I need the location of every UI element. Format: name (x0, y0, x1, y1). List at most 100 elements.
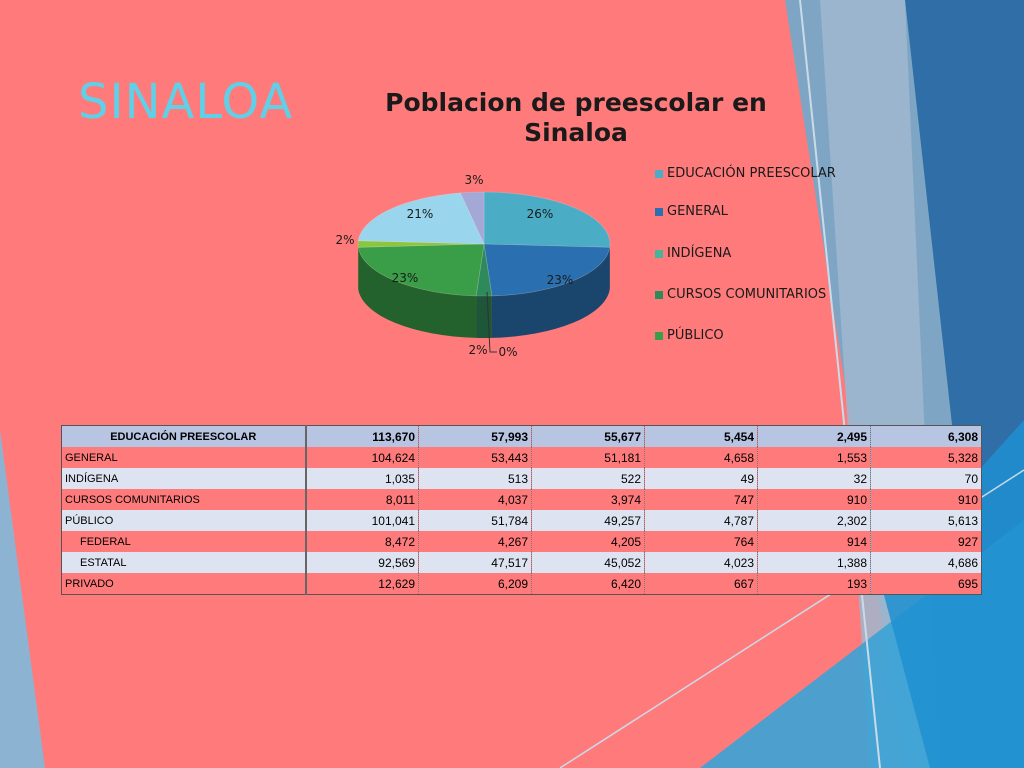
pie-data-label: 3% (464, 173, 483, 187)
table-cell: 49 (644, 468, 758, 489)
pie-data-label: 23% (547, 273, 574, 287)
table-cell: 513 (418, 468, 532, 489)
table-row-label: PÚBLICO (61, 510, 307, 531)
table-cell: 910 (757, 489, 871, 510)
table-row: GENERAL 104,624 53,443 51,181 4,658 1,553 5,32… (61, 447, 982, 468)
pie-data-label: 23% (392, 271, 419, 285)
table-cell: 193 (757, 573, 871, 595)
table-row: FEDERAL 8,472 4,267 4,205 764 914 927 (61, 531, 982, 552)
legend-swatch (655, 332, 663, 340)
table-cell: 3,974 (531, 489, 645, 510)
bg-left-sliver (0, 430, 45, 768)
table-cell: 47,517 (418, 552, 532, 573)
pie-data-label: 2% (335, 233, 354, 247)
table-row: CURSOS COMUNITARIOS 8,011 4,037 3,974 747 910… (61, 489, 982, 510)
table-cell: 5,328 (870, 447, 982, 468)
table-cell: 914 (757, 531, 871, 552)
pie-slice (357, 243, 485, 297)
table-cell: 4,267 (418, 531, 532, 552)
table-cell: 101,041 (305, 510, 419, 531)
table-header-value: 57,993 (418, 425, 532, 447)
table-cell: 45,052 (531, 552, 645, 573)
table-cell: 8,472 (305, 531, 419, 552)
legend-swatch (655, 250, 663, 258)
pie-slice-side (491, 247, 610, 338)
table-cell: 32 (757, 468, 871, 489)
table-cell: 667 (644, 573, 758, 595)
table-header-value: 2,495 (757, 425, 871, 447)
table-cell: 92,569 (305, 552, 419, 573)
pie-slice (357, 240, 485, 248)
table-header-value: 6,308 (870, 425, 982, 447)
legend-label: PÚBLICO (667, 328, 724, 343)
table-cell: 2,302 (757, 510, 871, 531)
legend-swatch (655, 291, 663, 299)
table-cell: 8,011 (305, 489, 419, 510)
table-cell: 4,023 (644, 552, 758, 573)
table-cell: 695 (870, 573, 982, 595)
table-cell: 49,257 (531, 510, 645, 531)
pie-leader-line (486, 291, 497, 353)
bg-accent-line (799, 0, 881, 768)
table-row-label: PRIVADO (61, 573, 307, 595)
chart-title-line-1: Poblacion de preescolar en (385, 88, 767, 117)
table-cell: 1,388 (757, 552, 871, 573)
table-cell: 747 (644, 489, 758, 510)
table-header-value: 113,670 (305, 425, 419, 447)
pie-data-label: 0% (498, 345, 517, 359)
chart-title-line-2: Sinaloa (524, 118, 628, 147)
table-row-label: GENERAL (61, 447, 307, 468)
legend-label: CURSOS COMUNITARIOS (667, 287, 827, 302)
pie-slice (459, 191, 485, 245)
table-cell: 51,181 (531, 447, 645, 468)
table-header-value: 5,454 (644, 425, 758, 447)
table-row-label: FEDERAL (61, 531, 307, 552)
table-cell: 53,443 (418, 447, 532, 468)
table-cell: 5,613 (870, 510, 982, 531)
table-row-label: INDÍGENA (61, 468, 307, 489)
table-cell: 910 (870, 489, 982, 510)
table-row: INDÍGENA 1,035 513 522 49 32 70 (61, 468, 982, 489)
pie-slice (483, 243, 611, 297)
pie-slice (475, 243, 493, 297)
legend-label: GENERAL (667, 204, 728, 219)
table-row-label: ESTATAL (61, 552, 307, 573)
table-cell: 104,624 (305, 447, 419, 468)
slide-title: SINALOA (78, 74, 294, 130)
legend-label: EDUCACIÓN PREESCOLAR (667, 166, 836, 181)
legend-label: INDÍGENA (667, 246, 732, 261)
table-cell: 4,787 (644, 510, 758, 531)
legend-swatch (655, 170, 663, 178)
table-header-label: EDUCACIÓN PREESCOLAR (61, 425, 307, 447)
table-cell: 927 (870, 531, 982, 552)
table-header-value: 55,677 (531, 425, 645, 447)
table-row: PÚBLICO 101,041 51,784 49,257 4,787 2,302 5,61… (61, 510, 982, 531)
table-cell: 70 (870, 468, 982, 489)
table-cell: 4,658 (644, 447, 758, 468)
pie-data-label: 21% (407, 207, 434, 221)
pie-data-label: 2% (468, 343, 487, 357)
table-row-label: CURSOS COMUNITARIOS (61, 489, 307, 510)
table-row: PRIVADO 12,629 6,209 6,420 667 193 695 (61, 573, 982, 595)
table-cell: 1,553 (757, 447, 871, 468)
table-header-row: EDUCACIÓN PREESCOLAR 113,670 57,993 55,6… (61, 425, 982, 447)
pie-slice (357, 192, 485, 245)
pie-side (358, 244, 610, 339)
table-cell: 522 (531, 468, 645, 489)
pie-slice-side (476, 295, 492, 339)
table-cell: 6,209 (418, 573, 532, 595)
data-table: EDUCACIÓN PREESCOLAR 113,670 57,993 55,6… (61, 425, 982, 595)
chart-title: Poblacion de preescolar en Sinaloa (376, 88, 776, 148)
table-row: ESTATAL 92,569 47,517 45,052 4,023 1,388 4,686 (61, 552, 982, 573)
table-cell: 764 (644, 531, 758, 552)
table-cell: 51,784 (418, 510, 532, 531)
pie-slice-side (358, 247, 477, 338)
table-cell: 1,035 (305, 468, 419, 489)
pie-slice (483, 191, 611, 248)
table-cell: 4,037 (418, 489, 532, 510)
legend-swatch (655, 208, 663, 216)
table-cell: 12,629 (305, 573, 419, 595)
pie-data-label: 26% (527, 207, 554, 221)
table-cell: 4,686 (870, 552, 982, 573)
